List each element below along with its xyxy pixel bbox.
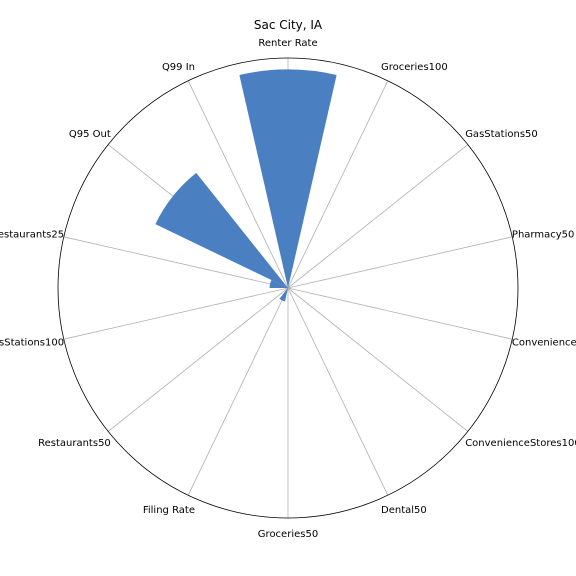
bars bbox=[155, 69, 337, 302]
tick-label-dental50: Dental50 bbox=[381, 505, 427, 516]
bar-restaurants25 bbox=[269, 280, 288, 288]
spoke-restaurants50 bbox=[107, 287, 289, 432]
tick-label-gasstations50: GasStations50 bbox=[465, 129, 538, 140]
spoke-filing-rate bbox=[187, 287, 289, 496]
spoke-groceries100 bbox=[287, 80, 389, 289]
tick-label-renter-rate: Renter Rate bbox=[258, 38, 317, 49]
spoke-pharmacy50 bbox=[287, 236, 513, 289]
spoke-gasstations100 bbox=[63, 287, 289, 340]
tick-label-pharmacy50: Pharmacy50 bbox=[512, 230, 574, 241]
tick-label-conveniencestores25: ConvenienceStores25 bbox=[512, 337, 576, 348]
spoke-q99-in bbox=[187, 80, 289, 289]
tick-label-conveniencestores100: ConvenienceStores100 bbox=[465, 438, 576, 449]
tick-label-q95-out: Q95 Out bbox=[69, 129, 111, 140]
tick-label-restaurants25: Restaurants25 bbox=[0, 230, 64, 241]
outer-ring bbox=[57, 57, 519, 519]
spoke-gasstations50 bbox=[287, 144, 469, 289]
spoke-dental50 bbox=[287, 287, 389, 496]
tick-label-groceries100: Groceries100 bbox=[381, 62, 448, 73]
tick-label-restaurants50: Restaurants50 bbox=[38, 438, 111, 449]
tick-labels: Groceries100 GasStations50 Pharmacy50 Conve… bbox=[0, 38, 576, 540]
tick-label-groceries50: Groceries50 bbox=[258, 529, 318, 540]
bar-renter-rate bbox=[239, 69, 337, 288]
bar-q95-out bbox=[155, 172, 288, 288]
bar-filing-rate bbox=[279, 288, 288, 302]
chart-title: Sac City, IA bbox=[254, 18, 323, 32]
tick-label-gasstations100: GasStations100 bbox=[0, 337, 64, 348]
tick-label-filing-rate: Filing Rate bbox=[143, 505, 195, 516]
spoke-conveniencestores100 bbox=[287, 287, 469, 432]
tick-label-q99-in: Q99 In bbox=[162, 62, 195, 73]
spoke-conveniencestores25 bbox=[287, 287, 513, 340]
spoke-restaurants25 bbox=[63, 236, 289, 289]
